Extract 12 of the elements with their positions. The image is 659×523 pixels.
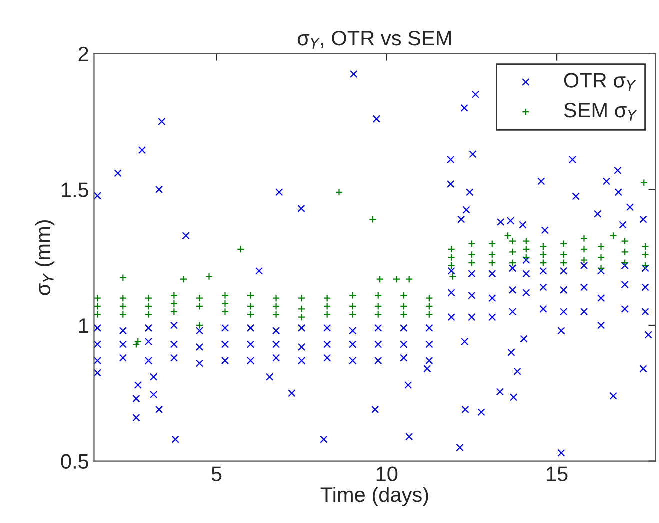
- y-tick-label: 0.5: [61, 454, 89, 470]
- y-tick-label: 1.5: [62, 182, 89, 198]
- x-tick-label: 10: [376, 466, 398, 482]
- x-axis-title: Time (days): [320, 486, 428, 506]
- x-tick-label: 5: [212, 466, 222, 482]
- legend-label: OTR σ$_{Y}$: [564, 73, 636, 92]
- x-tick-label: 15: [547, 466, 568, 482]
- y-tick-label: 1: [79, 318, 88, 334]
- y-tick-label: 2: [78, 46, 88, 62]
- chart-title: σ$_{Y}$, OTR vs SEM: [298, 30, 451, 49]
- y-axis-title: σ$_{Y}$ (mm): [35, 220, 55, 296]
- legend-label: SEM σ$_{Y}$: [564, 102, 638, 121]
